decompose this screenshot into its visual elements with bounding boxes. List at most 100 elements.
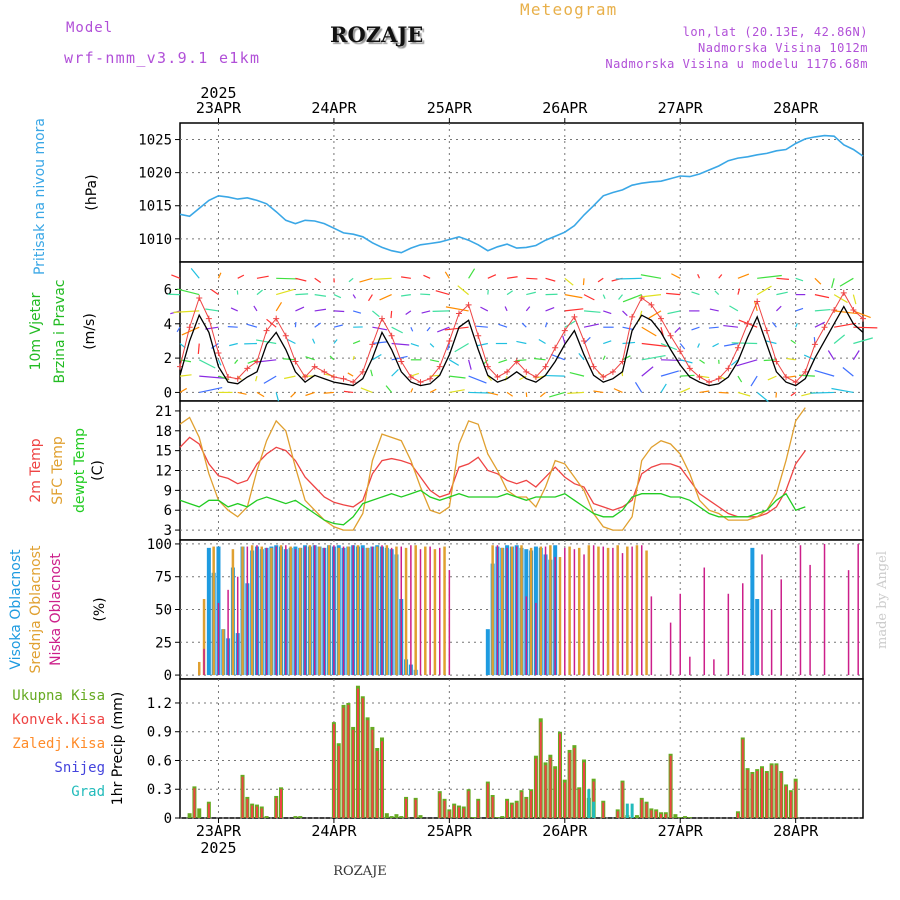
wind-arrow	[437, 326, 450, 333]
wind-arrow	[564, 308, 584, 312]
pressure-ytick-label: 1020	[138, 166, 172, 182]
cloud-bar-2	[246, 546, 249, 676]
precip-total-bar	[471, 817, 476, 818]
temperature-ytick-label: 12	[155, 464, 172, 480]
wind-arrow	[810, 391, 835, 394]
wind-arrow	[736, 359, 758, 367]
wind-arrow	[618, 294, 623, 300]
cloud-bar-1	[587, 545, 591, 676]
wind-arrow	[449, 359, 460, 366]
wind-arrow	[667, 310, 681, 315]
cloud-bar-2	[390, 547, 393, 676]
cloud-bar-1	[366, 547, 369, 676]
precip-total-bar	[500, 816, 505, 818]
cloud-bar-1	[222, 629, 225, 676]
precip-conv-bar	[650, 810, 653, 818]
cloud-bar-2	[592, 545, 595, 676]
wind-arrow	[709, 308, 719, 312]
cloud-bar-0	[755, 599, 760, 676]
wind-arrow	[852, 350, 860, 361]
precip-conv-bar	[332, 724, 335, 818]
cloud-bar-1	[433, 549, 437, 676]
precip-conv-bar	[659, 814, 662, 818]
wind-arrow	[211, 289, 219, 296]
wind-arrow	[347, 372, 354, 377]
precip-conv-bar	[616, 811, 619, 818]
cloud-bar-2	[265, 547, 268, 676]
temperature-panel: 3 6 9 12 15 18 21	[155, 400, 864, 541]
wind-arrow	[487, 274, 497, 279]
wind-arrow	[410, 342, 420, 347]
precip-conv-bar	[337, 746, 340, 818]
elevation-text: Nadmorska Visina 1012m	[698, 41, 868, 55]
clouds-ytick-label: 25	[155, 635, 172, 651]
wind-arrow	[498, 323, 508, 328]
model-elevation-text: Nadmorska Visina u modelu 1176.68m	[605, 57, 868, 71]
wind-arrow	[519, 375, 527, 381]
wind-arrow	[423, 274, 431, 279]
wind-arrow	[179, 387, 188, 393]
temp-ylabel-2: dewpt Temp	[72, 428, 88, 513]
cloud-bar-2	[448, 570, 451, 676]
wind-arrow	[533, 357, 546, 361]
footer-station: ROZAJE	[333, 864, 387, 879]
cloud-bars	[197, 543, 859, 676]
wind-ylabel-1: 10m Vjetar	[28, 292, 44, 370]
wind-arrow	[615, 277, 642, 280]
pressure-unit: (hPa)	[84, 174, 100, 210]
precip-total-bar	[293, 816, 298, 818]
wind-arrow	[410, 326, 414, 332]
temp-line-1	[179, 407, 806, 531]
wind-unit: (m/s)	[82, 313, 98, 350]
precip-total-bar	[418, 815, 423, 818]
day-label-top: 23APR	[196, 99, 242, 117]
wind-arrow	[697, 273, 701, 279]
wind-arrow	[699, 390, 710, 394]
precip-conv-bar	[342, 707, 345, 818]
day-label-top: 27APR	[658, 99, 704, 117]
wind-arrow	[237, 375, 242, 381]
day-label-bottom: 28APR	[773, 822, 819, 840]
wind-arrow	[613, 388, 623, 393]
wind-arrow	[730, 359, 739, 366]
precip-hail-bar	[625, 803, 629, 818]
precip-conv-bar	[736, 813, 739, 818]
wind-arrow	[549, 391, 565, 398]
cloud-ylabel-1: Srednja Oblacnost	[28, 545, 44, 673]
wind-arrow	[757, 274, 782, 279]
wind-arrow	[795, 307, 804, 312]
precip-conv-bar	[746, 770, 749, 818]
wind-arrow	[181, 326, 200, 336]
precip-conv-bar	[789, 792, 792, 818]
cloud-bar-1	[279, 545, 283, 676]
wind-arrow	[420, 293, 431, 296]
wind-arrow	[468, 359, 472, 370]
cloud-bar-1	[308, 545, 312, 676]
wind-arrow	[602, 355, 606, 361]
precip-ytick-label: 1.2	[147, 696, 172, 712]
precip-hail-bar	[592, 801, 596, 818]
cloud-bar-1	[250, 545, 254, 676]
wind-arrow	[314, 308, 327, 312]
wind-arrow	[372, 353, 382, 361]
wind-arrow	[447, 343, 450, 351]
wind-arrow	[831, 387, 854, 394]
wind-arrow	[603, 310, 612, 315]
wind-arrow	[853, 337, 873, 345]
wind-arrow	[674, 326, 681, 333]
wind-arrow	[597, 277, 604, 283]
wind-arrow	[640, 274, 662, 279]
precip-conv-bar	[669, 755, 672, 818]
wind-arrow	[833, 334, 846, 344]
wind-arrow	[564, 320, 576, 328]
wind-panel: 0 2 4 6	[164, 261, 864, 402]
precip-conv-bar	[655, 811, 658, 818]
wind-arrow	[582, 278, 585, 286]
cloud-bar-1	[424, 546, 427, 676]
clouds-ytick-label: 0	[164, 668, 172, 684]
wind-arrow	[275, 392, 280, 402]
cloud-ylabel-0: Visoka Oblacnost	[8, 549, 24, 670]
cloud-bar-2	[515, 546, 518, 676]
cloud-bar-2	[650, 596, 653, 676]
